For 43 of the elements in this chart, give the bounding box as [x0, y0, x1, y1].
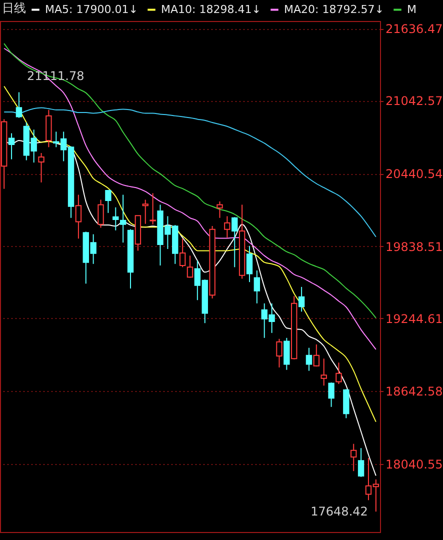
candlestick	[320, 358, 327, 386]
candlestick	[179, 238, 186, 268]
candlestick	[336, 362, 342, 385]
legend-label: M	[407, 2, 416, 16]
candlestick	[38, 152, 44, 183]
legend-label: MA5: 17900.01↓	[45, 2, 138, 16]
chart-title: 日线	[2, 1, 26, 15]
candlestick	[298, 286, 305, 312]
candlestick	[313, 344, 320, 367]
candlestick	[232, 216, 238, 268]
line-series	[4, 107, 376, 238]
candlestick	[246, 245, 253, 283]
candlestick	[328, 382, 334, 408]
candlestick	[343, 388, 350, 419]
legend-label: MA10: 18298.41↓	[161, 2, 261, 16]
candlestick	[358, 448, 364, 478]
candlestick	[224, 216, 230, 238]
candlestick	[254, 270, 260, 304]
candlestick	[216, 200, 223, 218]
candlestick	[8, 132, 15, 160]
candlestick	[75, 194, 82, 240]
candlestick	[306, 347, 312, 372]
candlestick	[120, 194, 126, 244]
y-tick-label: 20440.54	[386, 167, 443, 182]
candlestick	[350, 443, 357, 472]
y-tick-label: 21042.57	[386, 94, 443, 108]
y-tick-label: 19838.51	[386, 240, 443, 254]
y-tick-label: 18040.55	[386, 458, 443, 472]
line-series	[4, 86, 376, 422]
candlestick	[98, 199, 104, 228]
candlestick	[186, 255, 194, 278]
candlestick	[276, 338, 282, 368]
y-tick-label: 21636.47	[386, 22, 443, 36]
candlestick	[142, 199, 148, 224]
candlestick	[150, 192, 156, 225]
annotation: 17648.42	[310, 504, 368, 519]
y-tick-label: 19244.61	[386, 312, 443, 326]
y-tick-label: 18642.58	[386, 384, 443, 399]
candlestick	[105, 189, 112, 214]
legend-label: MA20: 18792.57↓	[284, 2, 384, 16]
candlestick	[16, 92, 22, 118]
candlestick	[112, 206, 119, 231]
candlestick	[284, 337, 290, 370]
